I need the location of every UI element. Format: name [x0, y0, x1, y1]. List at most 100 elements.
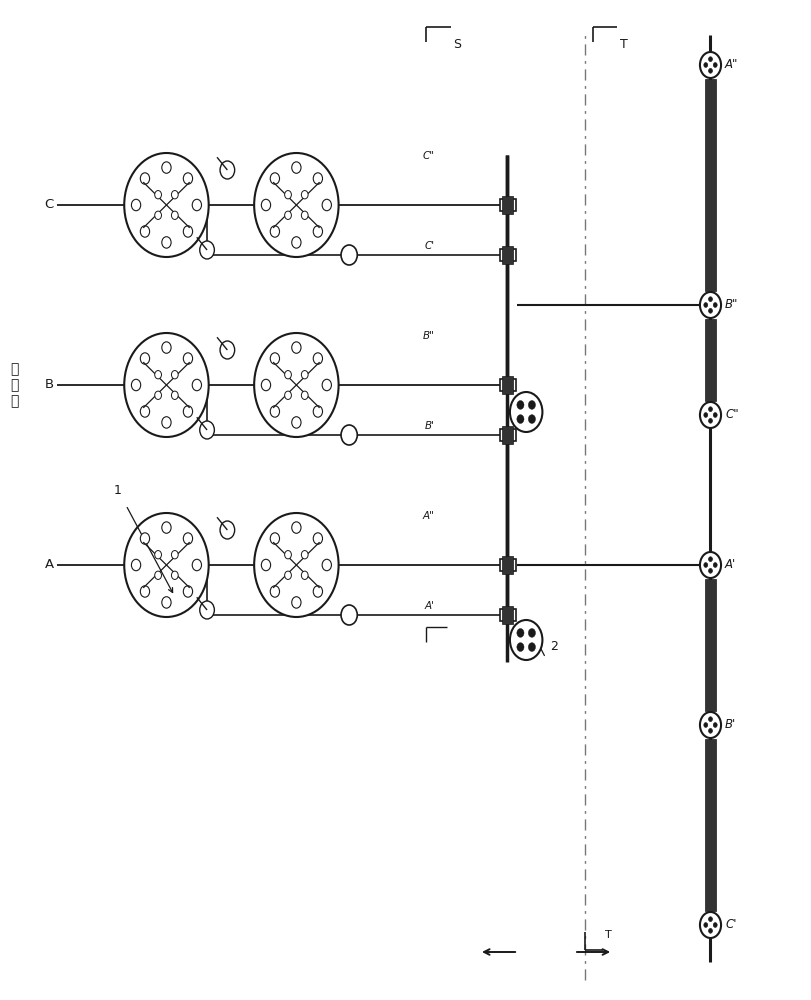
Circle shape: [200, 421, 214, 439]
Circle shape: [703, 63, 706, 67]
Circle shape: [183, 353, 192, 364]
Circle shape: [171, 391, 178, 399]
Circle shape: [171, 211, 178, 219]
Circle shape: [699, 912, 720, 938]
Text: B": B": [422, 331, 434, 341]
Circle shape: [703, 563, 706, 567]
Circle shape: [285, 391, 291, 399]
Bar: [704, 79, 715, 291]
Circle shape: [301, 551, 307, 559]
Circle shape: [254, 333, 338, 437]
Circle shape: [155, 191, 161, 199]
Circle shape: [183, 586, 192, 597]
Text: 交
流
侧: 交 流 侧: [11, 362, 19, 408]
Circle shape: [161, 417, 171, 428]
Circle shape: [708, 419, 711, 423]
Circle shape: [200, 601, 214, 619]
Circle shape: [313, 533, 322, 544]
Circle shape: [291, 522, 301, 533]
Circle shape: [171, 571, 178, 579]
Text: C': C': [424, 241, 434, 251]
Circle shape: [291, 237, 301, 248]
Bar: [501, 246, 513, 264]
Circle shape: [301, 211, 307, 219]
Circle shape: [285, 371, 291, 379]
Circle shape: [140, 173, 149, 184]
Circle shape: [703, 303, 706, 307]
Text: A': A': [424, 601, 434, 611]
Text: 1: 1: [114, 484, 122, 497]
Text: C": C": [724, 408, 738, 422]
Circle shape: [270, 173, 279, 184]
Circle shape: [301, 391, 307, 399]
Text: C': C': [724, 918, 736, 932]
Circle shape: [140, 586, 149, 597]
Circle shape: [703, 923, 706, 927]
Circle shape: [528, 629, 534, 637]
Circle shape: [285, 571, 291, 579]
Text: T: T: [619, 38, 627, 51]
Circle shape: [699, 712, 720, 738]
Circle shape: [200, 241, 214, 259]
Circle shape: [313, 406, 322, 417]
Circle shape: [254, 513, 338, 617]
Circle shape: [183, 406, 192, 417]
Circle shape: [124, 333, 208, 437]
Circle shape: [192, 379, 201, 391]
Bar: [500, 609, 516, 621]
Circle shape: [708, 407, 711, 411]
Circle shape: [301, 571, 307, 579]
Circle shape: [261, 559, 270, 571]
Circle shape: [713, 923, 716, 927]
Bar: [500, 379, 516, 391]
Circle shape: [270, 586, 279, 597]
Circle shape: [124, 153, 208, 257]
Bar: [501, 556, 513, 574]
Circle shape: [703, 413, 706, 417]
Bar: [704, 319, 715, 401]
Circle shape: [155, 391, 161, 399]
Circle shape: [131, 559, 140, 571]
Circle shape: [124, 513, 208, 617]
Circle shape: [261, 379, 270, 391]
Bar: [500, 249, 516, 261]
Bar: [704, 739, 715, 911]
Circle shape: [699, 292, 720, 318]
Text: A": A": [724, 58, 737, 72]
Circle shape: [322, 199, 331, 211]
Circle shape: [322, 379, 331, 391]
Circle shape: [708, 929, 711, 933]
Circle shape: [183, 226, 192, 237]
Circle shape: [528, 415, 534, 423]
Circle shape: [322, 559, 331, 571]
Circle shape: [713, 723, 716, 727]
Circle shape: [708, 297, 711, 301]
Bar: [501, 376, 513, 394]
Circle shape: [285, 191, 291, 199]
Circle shape: [192, 559, 201, 571]
Circle shape: [192, 199, 201, 211]
Circle shape: [708, 69, 711, 73]
Text: A": A": [422, 511, 434, 521]
Circle shape: [517, 629, 523, 637]
Text: T: T: [604, 930, 611, 940]
Circle shape: [140, 353, 149, 364]
Circle shape: [161, 597, 171, 608]
Circle shape: [313, 173, 322, 184]
Circle shape: [708, 569, 711, 573]
Circle shape: [708, 57, 711, 61]
Text: C": C": [422, 151, 434, 161]
Circle shape: [341, 245, 357, 265]
Bar: [501, 426, 513, 444]
Circle shape: [254, 153, 338, 257]
Bar: [501, 196, 513, 214]
Circle shape: [517, 415, 523, 423]
Circle shape: [713, 63, 716, 67]
Circle shape: [285, 551, 291, 559]
Circle shape: [699, 52, 720, 78]
Circle shape: [291, 162, 301, 173]
Circle shape: [313, 226, 322, 237]
Circle shape: [270, 533, 279, 544]
Circle shape: [301, 191, 307, 199]
Circle shape: [140, 406, 149, 417]
